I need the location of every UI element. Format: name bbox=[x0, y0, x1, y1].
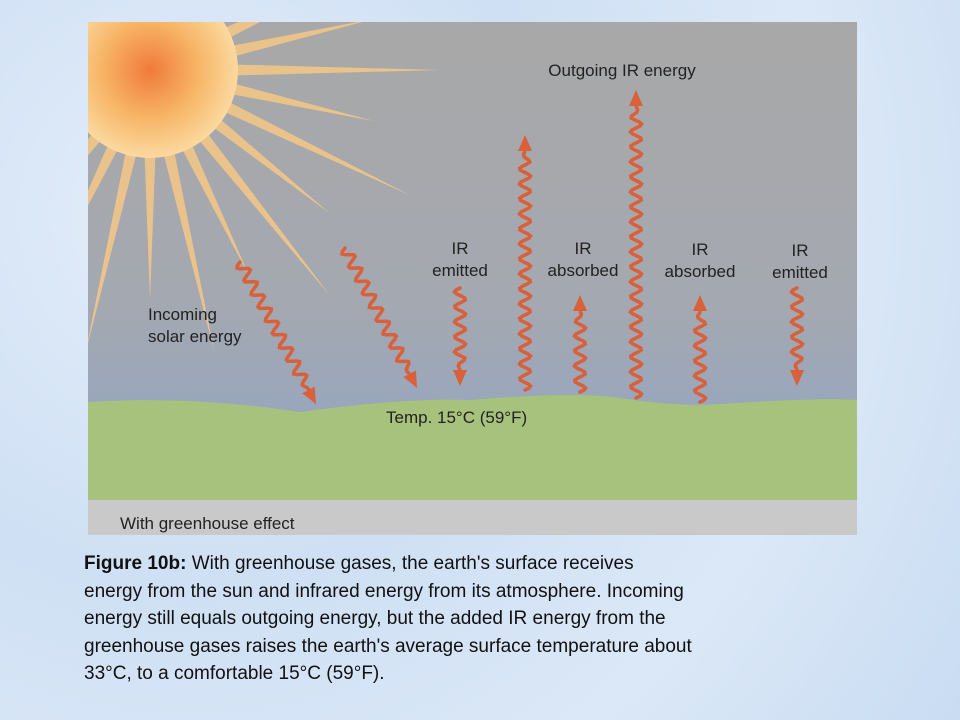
arrow-head bbox=[403, 370, 417, 388]
caption-label: Figure 10b: bbox=[84, 553, 187, 574]
caption-line: energy from the sun and infrared energy … bbox=[84, 580, 684, 602]
sun bbox=[88, 22, 238, 158]
label-line: IR bbox=[451, 239, 469, 258]
sun-ray bbox=[0, 82, 73, 121]
arrow-shaft bbox=[235, 260, 310, 391]
arrow-shaft bbox=[517, 150, 533, 392]
arrow-head bbox=[693, 295, 707, 311]
label-line: Incoming bbox=[148, 305, 217, 324]
sun-ray bbox=[226, 22, 363, 58]
sun-ray bbox=[229, 64, 440, 76]
sun-ray bbox=[0, 0, 91, 25]
ground bbox=[88, 394, 857, 500]
sun-ray bbox=[208, 115, 330, 214]
label: Temp. 15°C (59°F) bbox=[386, 408, 528, 427]
label: Outgoing IR energy bbox=[548, 61, 696, 80]
sun-ray bbox=[195, 0, 330, 11]
caption-text: With greenhouse gases, the earth's surfa… bbox=[191, 553, 634, 574]
caption-line: Figure 10b: With greenhouse gases, the e… bbox=[84, 550, 692, 578]
footer-label: With greenhouse effect bbox=[120, 514, 295, 533]
sun-ray bbox=[213, 22, 219, 25]
label: IR absorbed bbox=[548, 238, 619, 282]
sun-ray bbox=[0, 0, 81, 40]
arrow-head bbox=[573, 295, 587, 311]
label-line: emitted bbox=[432, 261, 488, 280]
arrow-head bbox=[790, 370, 804, 386]
arrow-shaft bbox=[340, 246, 411, 375]
sun-ray bbox=[0, 0, 105, 11]
arrow-shaft bbox=[692, 310, 708, 404]
arrow-shaft bbox=[452, 286, 468, 372]
sun-ray bbox=[88, 120, 92, 127]
caption-line: energy still equals outgoing energy, but… bbox=[84, 608, 666, 629]
label-line: IR bbox=[791, 241, 809, 260]
sun-ray bbox=[162, 146, 215, 353]
sun-ray bbox=[0, 64, 70, 75]
sun-ray bbox=[0, 100, 81, 196]
label: IR absorbed bbox=[665, 239, 736, 283]
sun-ray bbox=[179, 139, 250, 278]
arrow-shaft bbox=[628, 104, 644, 400]
label-line: solar energy bbox=[148, 327, 242, 346]
caption-line: greenhouse gases raises the earth's aver… bbox=[84, 635, 692, 657]
footer-strip bbox=[88, 500, 857, 535]
sun-ray bbox=[144, 149, 156, 300]
arrow-head bbox=[302, 386, 316, 404]
arrow-head bbox=[518, 135, 532, 151]
arrow-head bbox=[629, 90, 643, 106]
sun-ray bbox=[219, 99, 412, 196]
label-line: emitted bbox=[772, 263, 828, 282]
sun-ray bbox=[88, 139, 121, 206]
caption: Figure 10b: With greenhouse gases, the e… bbox=[84, 550, 692, 688]
arrow-shaft bbox=[789, 286, 805, 372]
label-line: absorbed bbox=[547, 261, 619, 280]
caption-line: 33°C, to a comfortable 15°C (59°F). bbox=[84, 663, 385, 684]
sun-ray bbox=[180, 0, 250, 1]
arrow-shaft bbox=[572, 310, 588, 394]
arrow-head bbox=[453, 370, 467, 386]
sun-ray bbox=[195, 128, 331, 297]
label: Incoming solar energy bbox=[148, 304, 242, 348]
label-line: absorbed bbox=[664, 262, 736, 281]
label: IR emitted bbox=[432, 238, 488, 282]
label-line: IR bbox=[691, 240, 709, 259]
sun-ray bbox=[50, 0, 120, 1]
sun-ray bbox=[88, 146, 138, 343]
sun-ray bbox=[226, 82, 375, 122]
label-line: IR bbox=[574, 239, 592, 258]
label: IR emitted bbox=[772, 240, 828, 284]
sun-ray bbox=[0, 19, 73, 58]
